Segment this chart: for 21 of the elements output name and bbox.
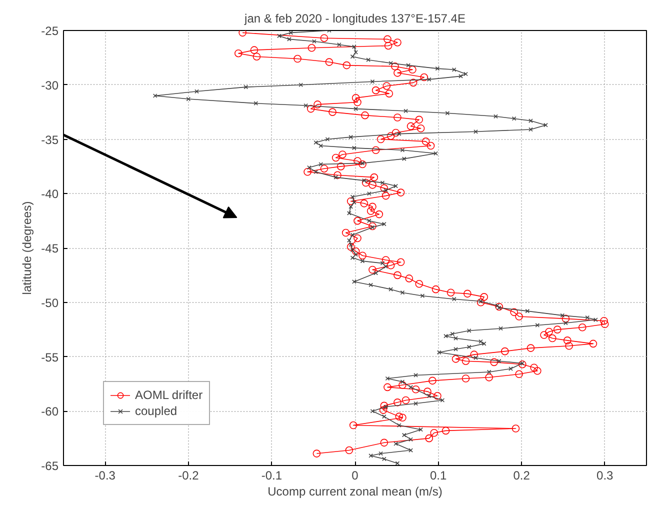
x-tick-label: -0.1 <box>261 468 282 482</box>
x-tick-label: -0.3 <box>94 468 116 482</box>
legend-label: AOML drifter <box>135 388 203 402</box>
x-tick-label: 0.2 <box>513 468 530 482</box>
x-axis-title: Ucomp current zonal mean (m/s) <box>268 484 442 498</box>
y-tick-label: -40 <box>41 187 59 202</box>
y-axis-title: latitude (degrees) <box>20 201 34 295</box>
y-tick-label: -30 <box>41 78 59 92</box>
x-tick-label: 0.1 <box>430 468 447 482</box>
y-tick-label: -65 <box>41 459 59 473</box>
chart-title: jan & feb 2020 - longitudes 137°E-157.4E <box>244 12 466 26</box>
legend-label: coupled <box>135 404 178 418</box>
y-tick-label: -50 <box>41 296 59 310</box>
y-tick-label: -60 <box>41 404 59 419</box>
y-tick-label: -25 <box>41 24 59 38</box>
x-tick-label: -0.2 <box>178 468 200 482</box>
y-tick-label: -35 <box>41 132 59 147</box>
y-tick-label: -45 <box>41 242 59 256</box>
x-tick-label: 0 <box>352 468 359 482</box>
y-tick-label: -55 <box>41 350 59 364</box>
x-tick-label: 0.3 <box>596 468 614 482</box>
